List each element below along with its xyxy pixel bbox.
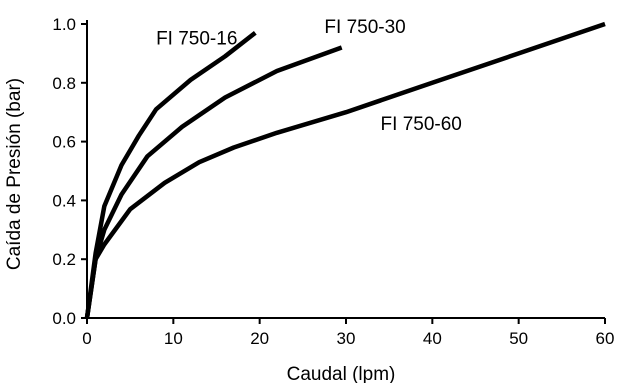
series-line-2	[84, 45, 343, 319]
x-tick-label: 0	[82, 329, 91, 348]
y-tick-label: 0.6	[52, 133, 76, 152]
y-tick-label: 0.8	[52, 74, 76, 93]
y-tick-label: 0.0	[52, 309, 76, 328]
x-axis-title: Caudal (lpm)	[287, 364, 396, 383]
series-lines	[84, 21, 606, 319]
x-tick-label: 50	[509, 329, 528, 348]
series-label-2: FI 750-30	[324, 17, 405, 38]
axes: 0 10 20 30 40 50 60 0.0 0.2 0.4 0.6 0.8 1.0	[52, 15, 614, 348]
y-tick-label: 0.2	[52, 250, 76, 269]
series-labels: FI 750-16 FI 750-30 FI 750-60	[156, 17, 462, 135]
x-tick-label: 40	[423, 329, 442, 348]
y-tick-label: 0.4	[52, 191, 76, 210]
y-axis-title: Caída de Presión (bar)	[4, 78, 25, 270]
y-tick-label: 1.0	[52, 15, 76, 34]
series-line-1	[84, 31, 257, 319]
x-tick-label: 30	[337, 329, 356, 348]
x-tick-label: 10	[164, 329, 183, 348]
x-tick-label: 20	[250, 329, 269, 348]
x-tick-label: 60	[596, 329, 615, 348]
series-line-3	[84, 21, 606, 319]
series-label-3: FI 750-60	[381, 114, 462, 135]
series-label-1: FI 750-16	[156, 29, 237, 50]
